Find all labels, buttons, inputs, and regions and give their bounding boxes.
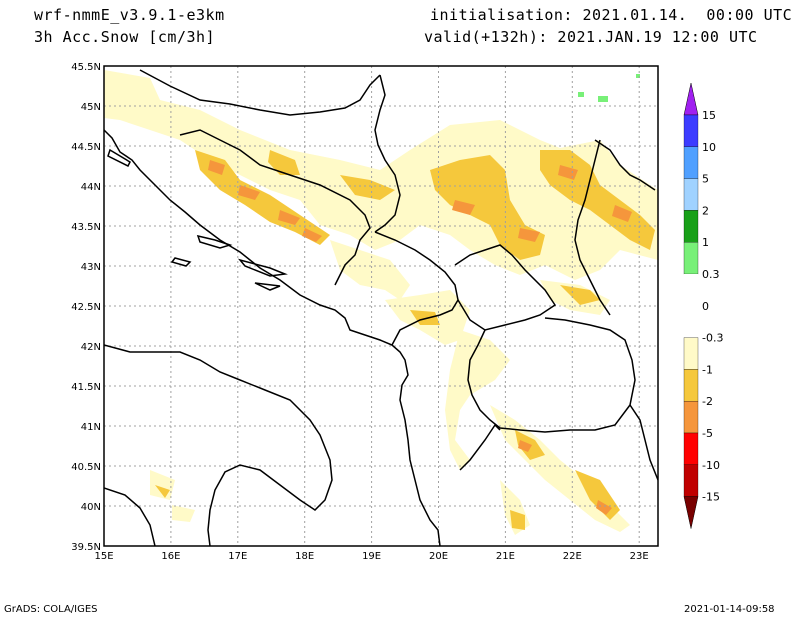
lat-label: 45.5N xyxy=(71,62,101,73)
valid-time: valid(+132h): 2021.JAN.19 12:00 UTC xyxy=(424,28,758,46)
border-north xyxy=(139,69,381,116)
colorbar-label: 0 xyxy=(702,300,709,313)
colorbar-swatch xyxy=(683,242,699,275)
lat-label: 40.5N xyxy=(71,462,101,473)
lat-label: 45N xyxy=(81,102,101,113)
model-title: wrf-nmmE_v3.9.1-e3km xyxy=(34,6,225,24)
colorbar-swatch xyxy=(684,274,698,306)
colorbar-swatch xyxy=(683,178,699,211)
border-kosovo xyxy=(454,244,557,331)
colorbar-label: -15 xyxy=(702,491,720,504)
colorbar-label: 10 xyxy=(702,141,716,154)
lat-label: 40N xyxy=(81,502,101,513)
lon-label: 17E xyxy=(228,551,247,562)
colorbar-swatch xyxy=(683,369,699,402)
boundary-lines xyxy=(104,69,658,546)
colorbar-swatch xyxy=(683,464,699,497)
lon-label: 23E xyxy=(630,551,649,562)
lon-label: 16E xyxy=(161,551,180,562)
longitude-labels: 15E 16E 17E 18E 19E 20E 21E 22E 23E xyxy=(94,551,648,562)
italy-heel xyxy=(104,487,156,546)
colorbar-swatch xyxy=(683,432,699,465)
island-4 xyxy=(254,282,281,291)
colorbar-swatch xyxy=(683,114,699,147)
snow-light-areas xyxy=(104,70,658,535)
latitude-labels: 45.5N 45N 44.5N 44N 43.5N 43N 42.5N 42N 41.5N 41N… xyxy=(71,62,101,553)
colorbar-label: -2 xyxy=(702,395,713,408)
colorbar-label: -5 xyxy=(702,427,713,440)
colorbar-bottom-arrow xyxy=(683,496,699,529)
border-albania-greece xyxy=(459,423,501,471)
colorbar-label: -1 xyxy=(702,363,713,376)
island-2 xyxy=(170,257,192,267)
lat-label: 39.5N xyxy=(71,542,101,553)
colorbar-swatch xyxy=(684,305,698,338)
colorbar-swatch xyxy=(683,401,699,434)
colorbar-label: 1 xyxy=(702,236,709,249)
border-serbia-bulgaria xyxy=(594,139,656,191)
lat-label: 44N xyxy=(81,182,101,193)
colorbar-swatch xyxy=(683,337,699,370)
colorbar-label: 5 xyxy=(702,173,709,186)
footer-timestamp: 2021-01-14-09:58 xyxy=(684,604,775,615)
colorbar-label: -10 xyxy=(702,459,720,472)
map-frame xyxy=(103,65,659,547)
lat-label: 41N xyxy=(81,422,101,433)
island-3 xyxy=(237,258,288,277)
colorbar: 15 10 5 2 1 0.3 0 -0.3 -1 -2 -5 -10 -15 xyxy=(683,82,723,529)
lat-label: 44.5N xyxy=(71,142,101,153)
lat-label: 42N xyxy=(81,342,101,353)
lon-label: 19E xyxy=(362,551,381,562)
colorbar-label: -0.3 xyxy=(702,332,723,345)
colorbar-label: 2 xyxy=(702,204,709,217)
lon-label: 20E xyxy=(429,551,448,562)
colorbar-label: 0.3 xyxy=(702,268,720,281)
island-5 xyxy=(107,148,131,168)
adriatic-east-coast xyxy=(104,129,441,546)
colorbar-swatch xyxy=(683,146,699,179)
border-bosnia-croatia xyxy=(179,129,371,286)
lat-label: 41.5N xyxy=(71,382,101,393)
green-specks xyxy=(578,74,640,102)
init-time: initialisation: 2021.01.14. 00:00 UTC xyxy=(430,6,793,24)
colorbar-label: 15 xyxy=(702,109,716,122)
lon-label: 18E xyxy=(295,551,314,562)
snow-field-layer xyxy=(104,70,658,535)
footer-credit: GrADS: COLA/IGES xyxy=(4,604,98,615)
border-serbia-east xyxy=(574,139,611,316)
lon-label: 15E xyxy=(94,551,113,562)
colorbar-top-arrow xyxy=(683,82,699,116)
lat-label: 43.5N xyxy=(71,222,101,233)
italy-coast xyxy=(104,344,333,546)
lat-label: 43N xyxy=(81,262,101,273)
border-montenegro xyxy=(374,231,459,346)
snow-heavy-spots xyxy=(208,160,632,515)
lon-label: 21E xyxy=(496,551,515,562)
variable-title: 3h Acc.Snow [cm/3h] xyxy=(34,28,216,46)
island-1 xyxy=(196,234,233,249)
lon-label: 22E xyxy=(563,551,582,562)
lat-label: 42.5N xyxy=(71,302,101,313)
border-greece-north xyxy=(629,404,658,481)
border-macedonia xyxy=(467,317,636,433)
border-serbia-west xyxy=(374,74,401,233)
colorbar-swatch xyxy=(683,210,699,243)
